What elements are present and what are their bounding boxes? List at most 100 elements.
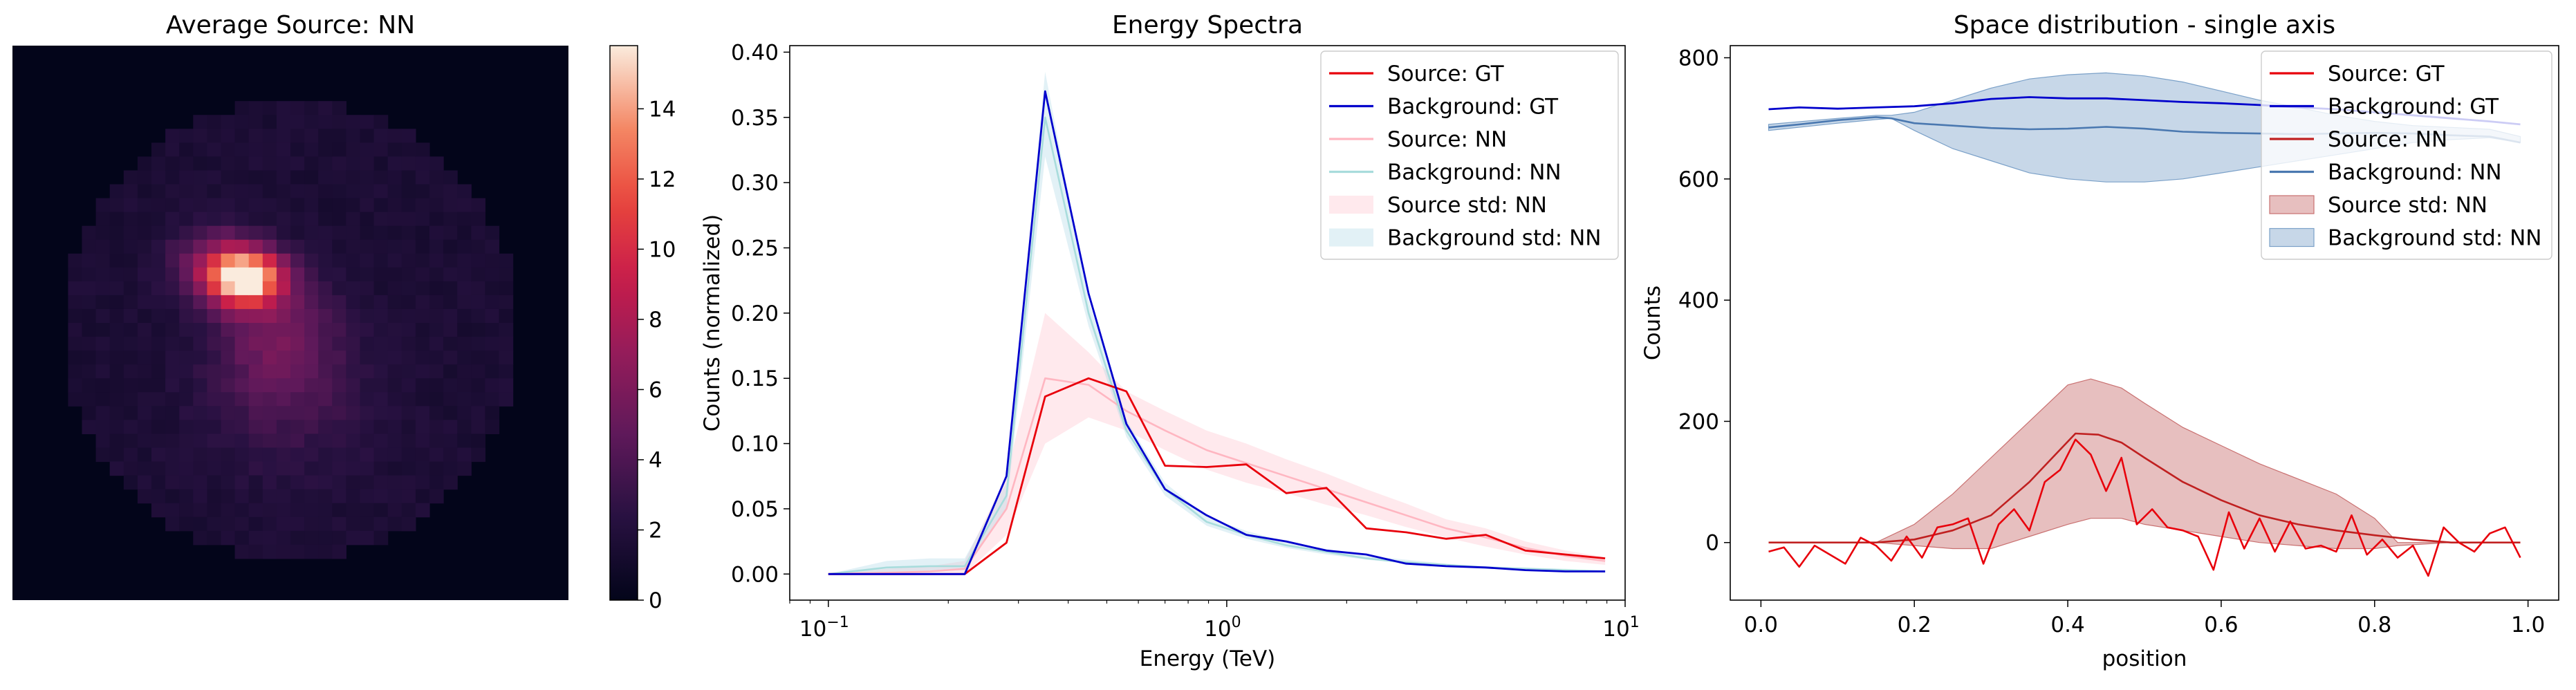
- heatmap-cell: [373, 281, 389, 296]
- heatmap-cell: [95, 295, 111, 310]
- heatmap-cell: [221, 337, 236, 351]
- heatmap-cell: [415, 156, 430, 171]
- heatmap-cell: [318, 406, 333, 420]
- heatmap-cell: [151, 489, 166, 504]
- heatmap-cell: [221, 115, 236, 129]
- heatmap-cell: [276, 433, 291, 449]
- heatmap-cell: [207, 461, 222, 476]
- heatmap-cell: [415, 267, 430, 282]
- heatmap-cell: [221, 392, 236, 407]
- heatmap-cell: [401, 212, 416, 227]
- source-std-band: [828, 313, 1606, 575]
- heatmap-cell: [193, 406, 207, 420]
- heatmap-cell: [360, 392, 375, 407]
- heatmap-cell: [318, 447, 333, 463]
- heatmap-cell: [318, 530, 333, 546]
- heatmap-cell: [332, 516, 346, 532]
- heatmap-cell: [276, 323, 291, 337]
- heatmap-cell: [262, 378, 277, 393]
- heatmap-cell: [332, 239, 346, 254]
- heatmap-cell: [360, 378, 375, 393]
- heatmap-cell: [318, 198, 333, 213]
- heatmap-cell: [248, 170, 263, 185]
- heatmap-cell: [234, 378, 250, 393]
- heatmap-cell: [429, 170, 444, 185]
- heatmap-cell: [304, 447, 319, 463]
- heatmap-cell: [304, 142, 319, 157]
- heatmap-cell: [207, 447, 222, 463]
- spectra-y-tick-label: 0.15: [731, 366, 779, 391]
- heatmap-cell: [346, 433, 361, 449]
- heatmap-cell: [332, 323, 346, 337]
- heatmap-cell: [179, 212, 194, 227]
- heatmap-cell: [193, 378, 207, 393]
- heatmap-cell: [165, 392, 180, 407]
- heatmap-cell: [373, 364, 389, 379]
- heatmap-cell: [207, 364, 222, 379]
- heatmap-cell: [332, 378, 346, 393]
- heatmap-cell: [193, 337, 207, 351]
- heatmap-cell: [304, 475, 319, 490]
- heatmap-cell: [234, 337, 250, 351]
- heatmap-cell: [68, 281, 83, 296]
- space-distribution-panel: Space distribution - single axis position…: [1640, 11, 2559, 671]
- heatmap-cell: [68, 392, 83, 407]
- heatmap-cell: [109, 378, 124, 393]
- heatmap-cell: [318, 281, 333, 296]
- heatmap-cell: [290, 170, 305, 185]
- heatmap-cell: [179, 129, 194, 143]
- heatmap-cell: [332, 212, 346, 227]
- heatmap-cell: [179, 420, 194, 434]
- heatmap-cell: [179, 239, 194, 254]
- heatmap-cell: [137, 267, 152, 282]
- heatmap-cell: [137, 308, 152, 324]
- heatmap-cell: [318, 433, 333, 449]
- heatmap-cell: [360, 503, 375, 518]
- heatmap-cell: [318, 142, 333, 157]
- heatmap-cell: [485, 281, 500, 296]
- heatmap-cell: [276, 475, 291, 490]
- heatmap-cell: [165, 198, 180, 213]
- heatmap-cell: [360, 142, 375, 157]
- heatmap-cell: [221, 503, 236, 518]
- heatmap-cell: [137, 447, 152, 463]
- heatmap-cell: [373, 447, 389, 463]
- heatmap-cell: [304, 516, 319, 532]
- colorbar-tick-label: 6: [649, 377, 662, 402]
- heatmap-cell: [207, 267, 222, 282]
- heatmap-cell: [276, 447, 291, 463]
- heatmap-cell: [207, 198, 222, 213]
- heatmap-cell: [387, 129, 402, 143]
- heatmap-cell: [193, 142, 207, 157]
- heatmap-cell: [429, 198, 444, 213]
- heatmap-cell: [109, 351, 124, 365]
- heatmap-cell: [346, 461, 361, 476]
- heatmap-cell: [443, 433, 458, 449]
- heatmap-cell: [290, 337, 305, 351]
- heatmap-cell: [401, 225, 416, 241]
- spectra-title: Energy Spectra: [1112, 11, 1303, 39]
- heatmap-cell: [109, 308, 124, 324]
- heatmap-cell: [248, 156, 263, 171]
- heatmap-cell: [332, 503, 346, 518]
- heatmap-cell: [332, 198, 346, 213]
- heatmap-cell: [471, 308, 485, 324]
- heatmap-cell: [248, 198, 263, 213]
- heatmap-cell: [151, 212, 166, 227]
- heatmap-cell: [304, 101, 319, 115]
- heatmap-cell: [207, 142, 222, 157]
- heatmap-cell: [179, 392, 194, 407]
- heatmap-cell: [276, 184, 291, 199]
- heatmap-cell: [332, 351, 346, 365]
- heatmap-cell: [290, 364, 305, 379]
- spectra-legend-label: Source std: NN: [1387, 193, 1547, 218]
- heatmap-cell: [360, 184, 375, 199]
- heatmap-cell: [95, 253, 111, 268]
- heatmap-cell: [387, 489, 402, 504]
- spectra-y-label: Counts (normalized): [700, 214, 725, 432]
- heatmap-cell: [373, 516, 389, 532]
- heatmap-cell: [165, 225, 180, 241]
- spectra-legend-swatch: [1329, 228, 1373, 247]
- heatmap-cell: [401, 447, 416, 463]
- heatmap-cell: [332, 170, 346, 185]
